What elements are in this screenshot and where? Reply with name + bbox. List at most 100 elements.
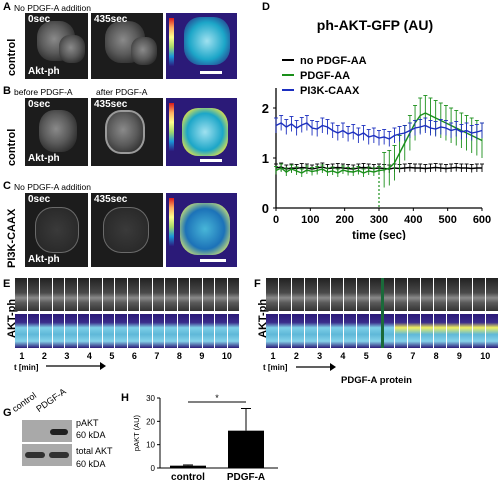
kymo-frame-gray <box>227 278 239 311</box>
kymo-frame-gray <box>408 278 421 311</box>
h-y-tick-label-3: 30 <box>146 394 155 403</box>
kymo-frame-ratio <box>165 314 177 348</box>
kymo-frame-ratio <box>152 314 164 348</box>
x-tick-label-4: 400 <box>404 214 422 226</box>
kymo-time-tick: 7 <box>410 351 416 361</box>
kymo-frame-gray <box>177 278 189 311</box>
kymo-time-tick: 6 <box>387 351 393 361</box>
kymo-frame-ratio <box>77 314 89 348</box>
legend-label-2: PI3K-CAAX <box>300 85 360 97</box>
panel-letter-g: G <box>3 407 12 419</box>
kymo-frame-gray <box>317 278 330 311</box>
kymo-time-tick: 5 <box>363 351 369 361</box>
kymo-frame-ratio <box>317 314 330 348</box>
kymo-frame-gray <box>140 278 152 311</box>
panel-g-band1-label: pAKT <box>76 418 99 428</box>
y-tick-label-2: 2 <box>262 101 269 116</box>
kymo-frame-ratio <box>40 314 52 348</box>
panel-letter-b: B <box>3 85 11 97</box>
kymo-frame-ratio <box>421 314 434 348</box>
panel-a-scalebar <box>200 71 222 74</box>
panel-g-band2-kda: 60 kDA <box>76 459 106 469</box>
kymo-frame-gray <box>65 278 77 311</box>
kymo-time-tick: 4 <box>340 351 346 361</box>
kymo-frame-gray <box>369 278 382 311</box>
panel-f-axis-label: t [min] <box>263 363 288 372</box>
kymo-frame-gray <box>40 278 52 311</box>
kymo-frame-gray <box>77 278 89 311</box>
kymo-frame-gray <box>395 278 408 311</box>
bar-0 <box>170 465 206 468</box>
kymo-frame-ratio <box>90 314 102 348</box>
panel-b-scalebar <box>200 159 222 162</box>
panel-a-row-label: control <box>6 38 18 76</box>
kymo-frame-gray <box>190 278 202 311</box>
chart-d-title: ph-AKT-GFP (AU) <box>317 17 433 33</box>
kymo-frame-ratio <box>202 314 214 348</box>
kymo-frame-gray <box>304 278 317 311</box>
kymo-frame-ratio <box>102 314 114 348</box>
significance-star: * <box>215 393 219 403</box>
panel-c-ratio-image <box>166 193 237 267</box>
kymo-frame-gray <box>343 278 356 311</box>
kymo-frame-gray <box>127 278 139 311</box>
panel-letter-f: F <box>254 278 261 290</box>
chart-h-ylabel: pAKT (AU) <box>132 414 141 451</box>
panel-a-marker: Akt-ph <box>28 66 60 77</box>
kymo-time-tick: 10 <box>480 351 491 361</box>
panel-c-image-0sec: 0sec Akt-ph <box>25 193 88 267</box>
kymo-frame-ratio <box>278 314 291 348</box>
panel-a-colorbar <box>169 18 174 66</box>
panel-c-scalebar <box>200 259 226 262</box>
panel-g-lane-pdgfa: PDGF-A <box>34 386 68 414</box>
kymo-frame-ratio <box>304 314 317 348</box>
panel-letter-c: C <box>3 180 11 192</box>
kymo-time-tick: 10 <box>221 351 232 361</box>
bar-category-1: PDGF-A <box>227 472 265 483</box>
panel-c-t0: 0sec <box>28 194 51 205</box>
x-tick-label-0: 0 <box>273 214 279 226</box>
panel-b-t1: 435sec <box>94 99 128 110</box>
kymo-time-tick: 9 <box>456 351 462 361</box>
kymo-frame-ratio <box>369 314 382 348</box>
kymo-frame-ratio <box>52 314 64 348</box>
kymo-frame-ratio <box>460 314 473 348</box>
panel-g-blot-pakt <box>22 420 72 442</box>
kymo-frame-ratio <box>486 314 498 348</box>
chart-d-xlabel: time (sec) <box>352 230 406 240</box>
kymo-frame-gray <box>330 278 343 311</box>
kymo-frame-ratio <box>65 314 77 348</box>
h-y-tick-label-2: 20 <box>146 417 155 426</box>
kymo-frame-gray <box>115 278 127 311</box>
kymo-frame-gray <box>102 278 114 311</box>
kymo-frame-ratio <box>330 314 343 348</box>
panel-letter-d: D <box>262 1 270 13</box>
kymo-frame-ratio <box>408 314 421 348</box>
series-line-1 <box>275 112 483 174</box>
panel-c-caption: No PDGF-A addition <box>14 182 92 192</box>
panel-a-t0: 0sec <box>28 14 51 25</box>
panel-c-t1: 435sec <box>94 194 128 205</box>
x-tick-label-6: 600 <box>473 214 491 226</box>
kymo-frame-ratio <box>473 314 486 348</box>
panel-e-kymograph <box>15 278 240 348</box>
panel-c-row-label: PI3K-CAAX <box>6 208 18 268</box>
y-tick-label-1: 1 <box>262 151 269 166</box>
kymo-time-tick: 1 <box>270 351 276 361</box>
h-y-tick-label-0: 0 <box>151 464 156 473</box>
panel-b-marker: Akt-ph <box>28 153 60 164</box>
panel-b-row-label: control <box>6 128 18 166</box>
x-tick-label-2: 200 <box>335 214 353 226</box>
bar-1 <box>228 430 264 468</box>
legend-label-0: no PDGF-AA <box>300 55 367 67</box>
kymo-time-tick: 5 <box>109 351 115 361</box>
panel-b-colorbar <box>169 103 174 151</box>
kymo-frame-gray <box>266 278 278 311</box>
kymo-frame-gray <box>460 278 473 311</box>
kymo-frame-ratio <box>190 314 202 348</box>
panel-letter-e: E <box>3 278 11 290</box>
x-tick-label-3: 300 <box>370 214 388 226</box>
kymo-frame-ratio <box>140 314 152 348</box>
kymo-frame-gray <box>356 278 369 311</box>
kymo-frame-gray <box>152 278 164 311</box>
